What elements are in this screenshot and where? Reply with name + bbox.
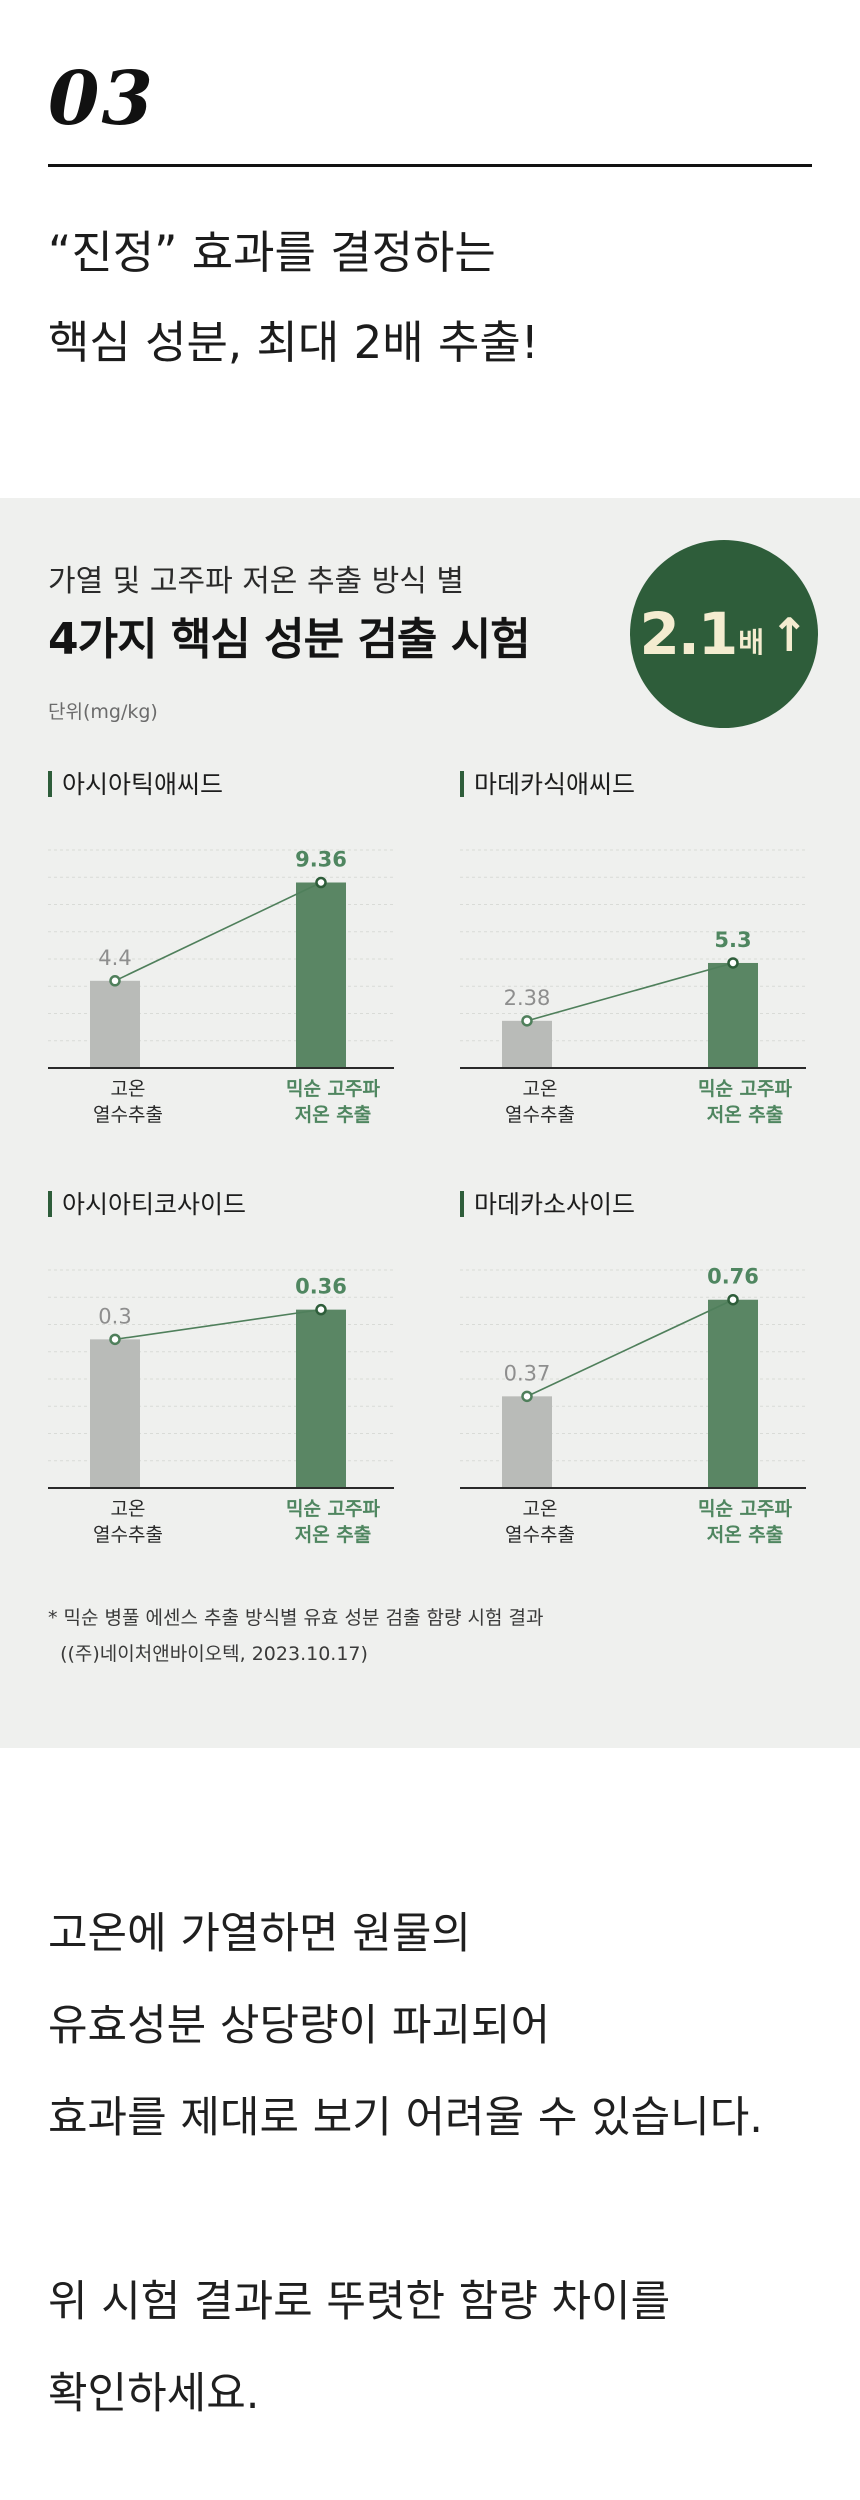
- value-label-low-temp: 9.36: [295, 848, 347, 872]
- headline-line-1: “진정” 효과를 결정하는: [48, 226, 496, 279]
- chart-asiaticoside: 아시아티코사이드 0.3 0.36 고온 열수추출 믹순 고주파 저온 추출: [48, 1190, 394, 1550]
- body-line: 유효성분 상당량이 파괴되어: [48, 2001, 551, 2051]
- value-label-high-temp: 2.38: [504, 986, 551, 1010]
- body-line: 고온에 가열하면 원물의: [48, 1909, 471, 1959]
- chart-madecassoside: 마데카소사이드 0.37 0.76 고온 열수추출 믹순 고주파 저온 추출: [460, 1190, 806, 1550]
- connector-line: [526, 1299, 734, 1398]
- x-label-high-temp: 고온 열수추출: [505, 1498, 575, 1546]
- connector-line: [114, 1308, 322, 1341]
- chart-title: 마데카식애씨드: [460, 770, 635, 798]
- chart-plot: 0.3 0.36: [48, 1269, 394, 1489]
- connector-line: [526, 962, 734, 1022]
- title-marker: [48, 771, 52, 797]
- body-line: 확인하세요.: [48, 2369, 260, 2419]
- unit-label: 단위(mg/kg): [48, 701, 158, 723]
- body-line: 위 시험 결과로 뚜렷한 함량 차이를: [48, 2277, 671, 2327]
- up-arrow-icon: ↑: [769, 608, 809, 662]
- bar-low-temp: [296, 882, 346, 1068]
- point-low-temp: [727, 1293, 739, 1306]
- bar-high-temp: [90, 1339, 140, 1488]
- chart-asiatic-acid: 아시아틱애씨드 4.4 9.36 고온 열수추출 믹순 고주파 저온 추출: [48, 770, 394, 1130]
- x-label-low-temp: 믹순 고주파 저온 추출: [697, 1078, 792, 1126]
- x-label-low-temp: 믹순 고주파 저온 추출: [697, 1498, 792, 1546]
- body-line: [48, 2164, 763, 2256]
- value-label-high-temp: 0.37: [504, 1361, 551, 1385]
- point-low-temp: [315, 1303, 327, 1316]
- chart-title: 아시아틱애씨드: [48, 770, 223, 798]
- chart-title-text: 마데카식애씨드: [474, 769, 636, 799]
- chart-title-text: 아시아티코사이드: [62, 1189, 247, 1219]
- badge-unit: 배: [738, 626, 764, 659]
- point-low-temp: [315, 876, 327, 889]
- section-number: 03: [48, 56, 155, 142]
- chart-plot: 4.4 9.36: [48, 848, 394, 1069]
- bar-high-temp: [502, 1396, 552, 1488]
- connector-line: [114, 881, 322, 982]
- bar-low-temp: [708, 1299, 758, 1488]
- point-high-temp: [521, 1015, 533, 1027]
- point-high-temp: [109, 975, 121, 987]
- value-label-low-temp: 0.76: [707, 1265, 759, 1289]
- chart-title: 마데카소사이드: [460, 1190, 635, 1218]
- increase-badge: 2.1 배 ↑: [630, 540, 818, 728]
- panel-subtitle: 가열 및 고주파 저온 추출 방식 별: [48, 564, 465, 599]
- title-marker: [460, 771, 464, 797]
- x-label-low-temp: 믹순 고주파 저온 추출: [285, 1078, 380, 1126]
- value-label-high-temp: 4.4: [98, 946, 131, 970]
- chart-title-text: 마데카소사이드: [474, 1189, 636, 1219]
- chart-plot: 0.37 0.76: [460, 1265, 806, 1489]
- chart-title-text: 아시아틱애씨드: [62, 769, 224, 799]
- chart-madecassic-acid: 마데카식애씨드 2.38 5.3 고온 열수추출 믹순 고주파 저온 추출: [460, 770, 806, 1130]
- bar-low-temp: [296, 1309, 346, 1488]
- bar-high-temp: [90, 980, 140, 1068]
- x-label-high-temp: 고온 열수추출: [505, 1078, 575, 1126]
- body-line: 효과를 제대로 보기 어려울 수 있습니다.: [48, 2093, 763, 2143]
- value-label-low-temp: 0.36: [295, 1275, 347, 1299]
- x-label-low-temp: 믹순 고주파 저온 추출: [285, 1498, 380, 1546]
- bar-high-temp: [502, 1020, 552, 1068]
- point-low-temp: [727, 957, 739, 969]
- chart-plot: 2.38 5.3: [460, 849, 806, 1069]
- body-copy: 고온에 가열하면 원물의 유효성분 상당량이 파괴되어 효과를 제대로 보기 어…: [48, 1888, 763, 2440]
- title-marker: [48, 1191, 52, 1217]
- point-high-temp: [109, 1333, 121, 1346]
- x-label-high-temp: 고온 열수추출: [93, 1498, 163, 1546]
- badge-value: 2.1: [639, 600, 738, 668]
- value-label-low-temp: 5.3: [714, 928, 751, 952]
- title-marker: [460, 1191, 464, 1217]
- section-divider: [48, 164, 812, 167]
- x-label-high-temp: 고온 열수추출: [93, 1078, 163, 1126]
- bar-low-temp: [708, 962, 758, 1068]
- headline-line-2: 핵심 성분, 최대 2배 추출!: [48, 316, 539, 369]
- footnote: * 믹순 병풀 에센스 추출 방식별 유효 성분 검출 함량 시험 결과 ((주…: [48, 1600, 543, 1672]
- footnote-line-2: ((주)네이처앤바이오텍, 2023.10.17): [48, 1643, 368, 1665]
- footnote-line-1: * 믹순 병풀 에센스 추출 방식별 유효 성분 검출 함량 시험 결과: [48, 1607, 544, 1629]
- chart-title: 아시아티코사이드: [48, 1190, 246, 1218]
- panel-title: 4가지 핵심 성분 검출 시험: [48, 614, 531, 665]
- value-label-high-temp: 0.3: [98, 1304, 131, 1328]
- point-high-temp: [521, 1390, 533, 1403]
